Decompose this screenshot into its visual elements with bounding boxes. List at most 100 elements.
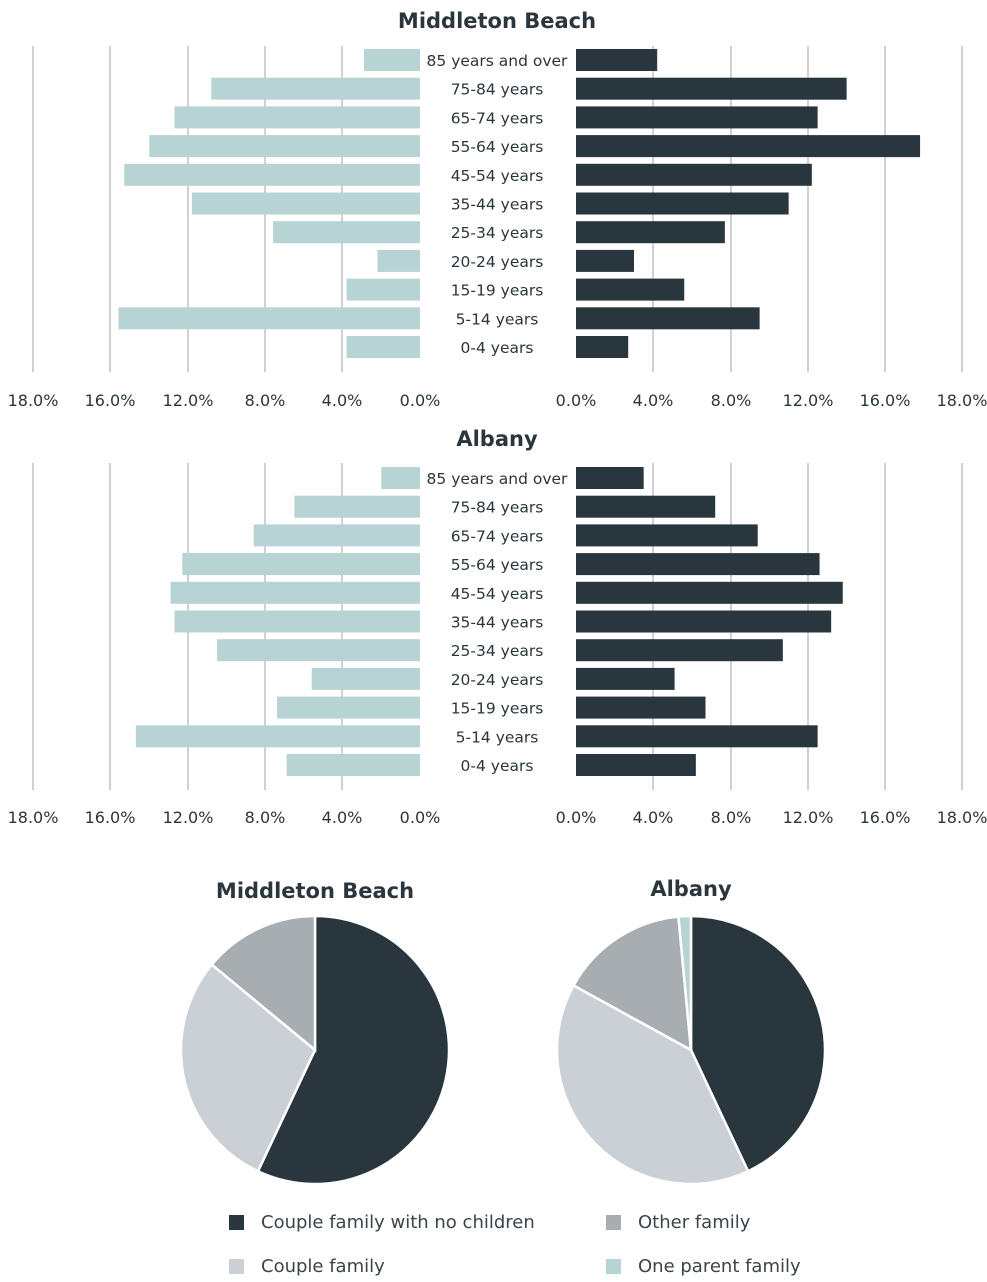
bar-right-5-14-years [576, 307, 760, 330]
tick-label: 12.0% [783, 391, 834, 410]
bar-left-5-14-years [135, 725, 420, 748]
bar-right-25-34-years [576, 221, 725, 244]
category-label: 5-14 years [456, 728, 539, 746]
bar-left-25-34-years [273, 221, 420, 244]
pie-charts: Middleton Beach Albany [179, 877, 827, 1186]
pyramid-chart-albany: Albany 85 years and over 75-84 years 65-74 … [8, 427, 987, 827]
category-label: 0-4 years [461, 757, 534, 775]
category-label: 55-64 years [451, 138, 544, 156]
tick-label: 4.0% [633, 808, 674, 827]
pie-slice-couple-family-with-no-children [689, 914, 827, 1173]
tick-label: 12.0% [163, 391, 214, 410]
legend-swatch-couple-family [229, 1259, 244, 1274]
category-label: 45-54 years [451, 585, 544, 603]
category-label: 85 years and over [427, 470, 569, 488]
bar-left-15-19-years [346, 278, 420, 301]
pie-slice-one-parent-family [677, 914, 693, 1051]
bar-left-55-64-years [182, 553, 420, 576]
bar-left-20-24-years [311, 667, 420, 690]
tick-label: 0.0% [400, 391, 441, 410]
category-label: 85 years and over [427, 52, 569, 70]
category-label: 20-24 years [451, 671, 544, 689]
tick-label: 18.0% [8, 808, 59, 827]
bar-right-45-54-years [576, 163, 812, 186]
bar-right-25-34-years [576, 639, 783, 662]
pie-chart-middleton-beach: Middleton Beach [179, 879, 451, 1186]
tick-label: 18.0% [8, 391, 59, 410]
tick-label: 8.0% [245, 391, 286, 410]
pie-slice-other-family [209, 914, 317, 1053]
tick-label: 18.0% [937, 391, 987, 410]
bar-left-65-74-years [253, 524, 420, 547]
bar-left-35-44-years [191, 192, 420, 215]
bar-right-75-84-years [576, 495, 716, 518]
bar-right-20-24-years [576, 667, 675, 690]
bar-left-45-54-years [170, 581, 420, 604]
tick-label: 16.0% [85, 808, 136, 827]
tick-label: 12.0% [163, 808, 214, 827]
legend-swatch-one-parent-family [606, 1259, 621, 1274]
bar-left-35-44-years [174, 610, 420, 633]
pie-legend: Couple family with no children Other fam… [0, 1200, 987, 1280]
tick-label: 12.0% [783, 808, 834, 827]
bar-right-85-years-and-over [576, 49, 658, 71]
legend-swatch-couple-no-children [229, 1215, 244, 1230]
pie-slice-other-family [571, 915, 693, 1053]
legend-label-one-parent-family: One parent family [638, 1256, 801, 1277]
bar-left-55-64-years [149, 135, 420, 158]
chart-title: Middleton Beach [216, 879, 414, 903]
chart-title: Albany [456, 427, 538, 451]
tick-label: 18.0% [937, 808, 987, 827]
category-label: 25-34 years [451, 224, 544, 242]
bar-right-35-44-years [576, 610, 832, 633]
pie-slice-couple-family-with-no-children [256, 914, 451, 1186]
bar-right-45-54-years [576, 581, 843, 604]
bar-left-45-54-years [124, 163, 420, 186]
bar-right-5-14-years [576, 725, 818, 748]
pie-slice-couple-family [179, 962, 317, 1173]
legend-item-other-family: Other family [606, 1212, 750, 1233]
bar-left-0-4-years [346, 336, 420, 358]
tick-label: 16.0% [860, 808, 911, 827]
tick-label: 8.0% [245, 808, 286, 827]
pyramid-chart-middleton-beach: Middleton Beach 85 years and over 75-84 ye… [8, 9, 987, 410]
category-label: 55-64 years [451, 556, 544, 574]
bar-right-65-74-years [576, 106, 818, 129]
category-label: 35-44 years [451, 614, 544, 632]
tick-label: 0.0% [400, 808, 441, 827]
pie-chart-albany: Albany [555, 877, 827, 1186]
tick-label: 8.0% [711, 808, 752, 827]
bar-left-75-84-years [211, 77, 420, 100]
legend-item-couple-family: Couple family [229, 1256, 385, 1277]
category-label: 75-84 years [451, 499, 544, 517]
tick-label: 8.0% [711, 391, 752, 410]
bar-right-0-4-years [576, 336, 629, 358]
bar-left-65-74-years [174, 106, 420, 129]
legend-swatch-other-family [606, 1215, 621, 1230]
category-label: 35-44 years [451, 196, 544, 214]
bar-right-15-19-years [576, 696, 706, 719]
pyramid-charts: Middleton Beach 85 years and over 75-84 ye… [8, 9, 987, 827]
bar-left-20-24-years [377, 249, 420, 272]
tick-label: 4.0% [322, 808, 363, 827]
bar-right-85-years-and-over [576, 467, 644, 489]
category-label: 75-84 years [451, 81, 544, 99]
category-label: 65-74 years [451, 109, 544, 127]
bar-right-55-64-years [576, 553, 820, 576]
legend-label-couple-no-children: Couple family with no children [261, 1212, 535, 1233]
category-label: 5-14 years [456, 310, 539, 328]
chart-title: Albany [650, 877, 732, 901]
category-label: 45-54 years [451, 167, 544, 185]
bar-right-15-19-years [576, 278, 685, 301]
legend-item-couple-no-children: Couple family with no children [229, 1212, 535, 1233]
bar-left-15-19-years [276, 696, 420, 719]
tick-label: 0.0% [556, 808, 597, 827]
category-label: 15-19 years [451, 282, 544, 300]
bar-right-35-44-years [576, 192, 789, 215]
bar-left-85-years-and-over [381, 467, 420, 489]
bar-left-85-years-and-over [363, 49, 420, 71]
tick-label: 16.0% [860, 391, 911, 410]
tick-label: 4.0% [322, 391, 363, 410]
legend-label-other-family: Other family [638, 1212, 751, 1233]
legend-item-one-parent-family: One parent family [606, 1256, 801, 1277]
